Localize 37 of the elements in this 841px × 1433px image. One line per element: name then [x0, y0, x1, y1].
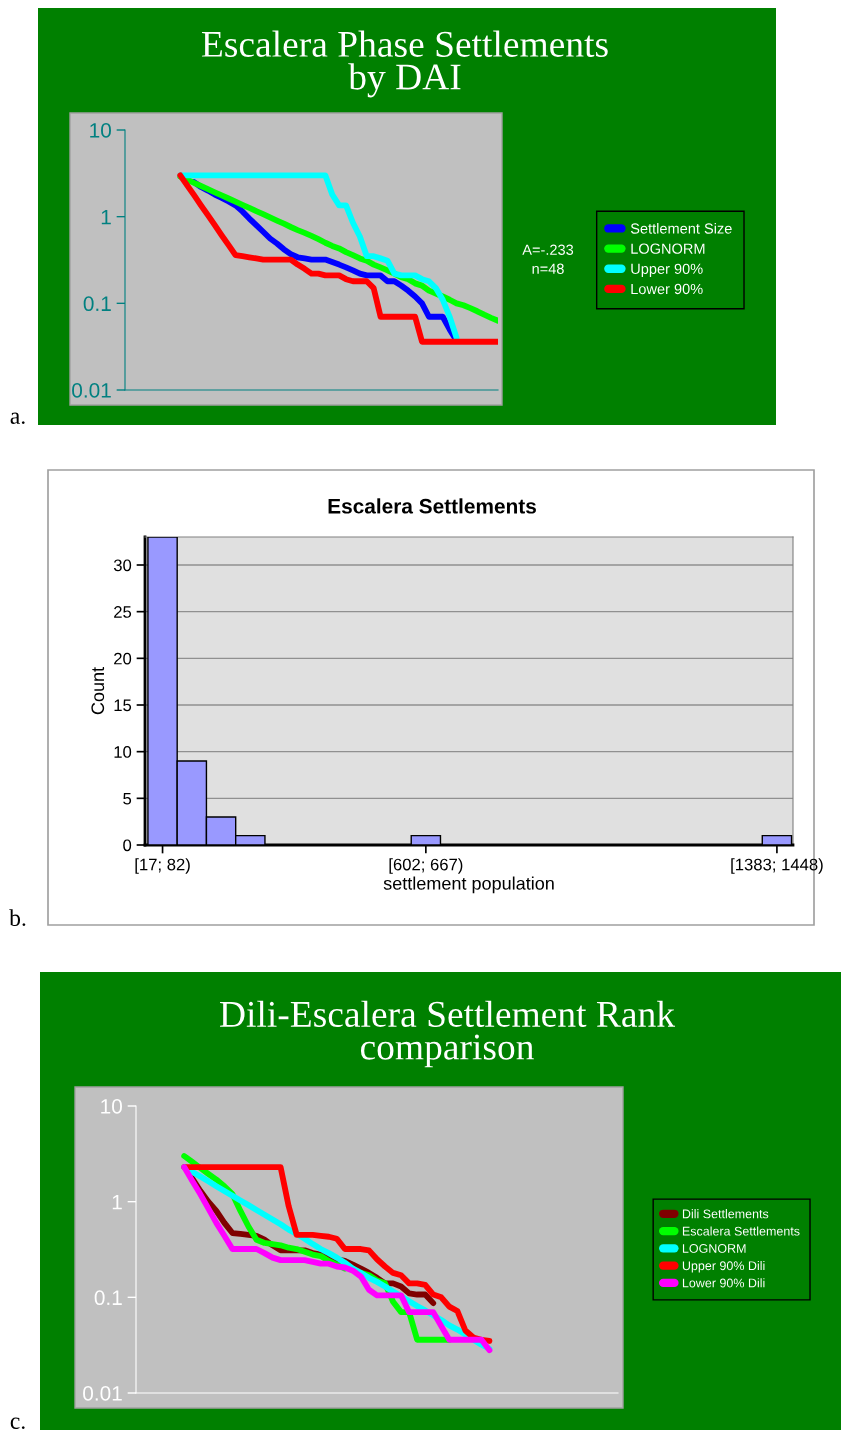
y-tick-label: 0.1: [94, 1290, 122, 1306]
text: A=-.233: [522, 244, 574, 255]
legend-label: LOGNORM: [631, 243, 705, 254]
legend-label: Lower 90%: [631, 283, 703, 295]
y-tick-label: 0: [123, 839, 132, 852]
chart-title: Dili-Escalera Settlement Rank comparison: [220, 1000, 676, 1068]
legend-label: Dili Settlements: [682, 1209, 769, 1219]
legend-label: Escalera Settlements: [682, 1226, 800, 1236]
chart-title: Escalera Phase Settlements by DAI: [201, 30, 608, 98]
legend-label: Upper 90%: [631, 263, 703, 277]
text: n=48: [532, 263, 564, 274]
legend-label: Lower 90% Dili: [682, 1278, 765, 1288]
y-tick-label: 1: [101, 209, 111, 225]
y-tick-label: 25: [114, 606, 132, 618]
legend-label: Settlement Size: [630, 222, 732, 234]
y-axis-title: Count: [91, 667, 105, 715]
y-tick-label: 20: [114, 652, 132, 665]
y-tick-label: 30: [113, 559, 132, 572]
y-tick-label: 10: [90, 123, 111, 138]
legend-label: Upper 90% Dili: [682, 1260, 765, 1273]
y-tick-label: 0.01: [72, 383, 111, 398]
y-tick-label: 15: [114, 699, 132, 712]
y-tick-label: 10: [101, 1099, 122, 1114]
text: b.: [9, 909, 26, 927]
legend-label: LOGNORM: [682, 1244, 746, 1253]
text: a.: [10, 412, 25, 425]
y-tick-label: 0.1: [83, 296, 111, 312]
y-tick-label: 0.01: [83, 1386, 122, 1401]
chart-title: Escalera Settlements: [328, 498, 536, 514]
y-tick-label: 10: [114, 746, 132, 758]
x-tick-label: [602; 667): [389, 858, 463, 874]
x-axis-title: settlement population: [383, 876, 554, 894]
y-tick-label: 5: [123, 792, 132, 805]
y-tick-label: 1: [112, 1194, 122, 1210]
x-tick-label: [1383; 1448): [731, 858, 823, 874]
text: c.: [10, 1417, 25, 1430]
x-tick-label: [17; 82): [135, 858, 190, 874]
